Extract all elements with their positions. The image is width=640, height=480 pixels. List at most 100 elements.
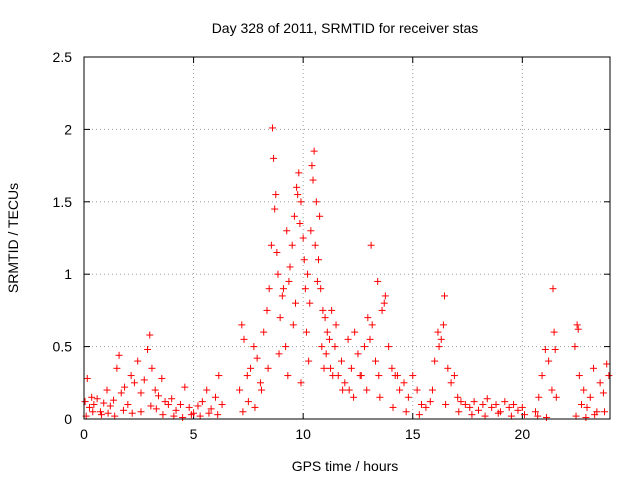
x-tick-label: 20 xyxy=(515,426,531,442)
data-point xyxy=(240,335,248,343)
data-point xyxy=(454,393,462,401)
plot-frame xyxy=(83,56,611,420)
data-point xyxy=(507,412,515,420)
data-point xyxy=(356,372,364,380)
data-point xyxy=(409,372,417,380)
data-point xyxy=(582,414,590,422)
data-point xyxy=(306,299,314,307)
data-point xyxy=(299,234,307,242)
data-point xyxy=(236,386,244,394)
data-point xyxy=(159,411,167,419)
data-point xyxy=(263,306,271,314)
data-point xyxy=(194,402,202,410)
data-point xyxy=(250,343,258,351)
data-point xyxy=(361,343,369,351)
data-point xyxy=(300,256,308,264)
data-point xyxy=(549,285,557,293)
data-point xyxy=(338,357,346,365)
data-point xyxy=(518,403,526,411)
data-point xyxy=(265,285,273,293)
data-point xyxy=(283,227,291,235)
data-point xyxy=(268,124,276,132)
data-point xyxy=(320,364,328,372)
data-point xyxy=(426,398,434,406)
data-point xyxy=(284,372,292,380)
y-tick-label: 1 xyxy=(64,266,72,282)
data-point xyxy=(289,321,297,329)
axis-ticks xyxy=(83,56,610,420)
data-point xyxy=(297,379,305,387)
data-point xyxy=(439,321,447,329)
data-point xyxy=(447,379,455,387)
data-point xyxy=(271,205,279,213)
y-tick-label: 2 xyxy=(64,121,72,137)
data-point xyxy=(400,379,408,387)
data-point xyxy=(422,403,430,411)
data-point xyxy=(378,306,386,314)
data-point xyxy=(270,154,278,162)
data-point xyxy=(376,393,384,401)
data-point xyxy=(415,411,423,419)
data-points xyxy=(81,124,613,422)
data-point xyxy=(339,386,347,394)
data-point xyxy=(501,398,509,406)
data-point xyxy=(450,372,458,380)
data-point xyxy=(89,408,97,416)
data-point xyxy=(572,412,580,420)
data-point xyxy=(128,409,136,417)
data-point xyxy=(461,401,469,409)
data-point xyxy=(282,343,290,351)
data-point xyxy=(278,292,286,300)
x-tick-label: 10 xyxy=(295,426,311,442)
data-point xyxy=(273,248,281,256)
data-point xyxy=(345,386,353,394)
data-point xyxy=(161,398,169,406)
data-point xyxy=(130,379,138,387)
data-point xyxy=(111,412,119,420)
data-point xyxy=(147,402,155,410)
data-point xyxy=(85,403,93,411)
data-point xyxy=(441,292,449,300)
data-point xyxy=(541,345,549,353)
data-point xyxy=(583,403,591,411)
data-point xyxy=(290,212,298,220)
data-point xyxy=(573,321,581,329)
data-point xyxy=(185,403,193,411)
data-point xyxy=(144,345,152,353)
data-point xyxy=(457,398,465,406)
data-point xyxy=(293,183,301,191)
data-point xyxy=(319,306,327,314)
data-point xyxy=(148,364,156,372)
data-point xyxy=(311,241,319,249)
data-point xyxy=(551,345,559,353)
data-point xyxy=(368,321,376,329)
data-point xyxy=(137,389,145,397)
data-point xyxy=(244,398,252,406)
data-point xyxy=(276,314,284,322)
data-point xyxy=(483,395,491,403)
data-point xyxy=(385,343,393,351)
data-point xyxy=(590,364,598,372)
data-point xyxy=(179,414,187,422)
y-tick-label: 2.5 xyxy=(53,49,73,65)
data-point xyxy=(243,372,251,380)
data-point xyxy=(264,364,272,372)
data-point xyxy=(308,162,316,170)
data-point xyxy=(481,412,489,420)
data-point xyxy=(260,328,268,336)
data-point xyxy=(393,372,401,380)
data-point xyxy=(104,409,112,417)
data-point xyxy=(542,414,550,422)
data-point xyxy=(492,401,500,409)
data-point xyxy=(274,270,282,278)
data-point xyxy=(285,277,293,285)
data-point xyxy=(404,393,412,401)
y-tick-label: 0.5 xyxy=(53,339,73,355)
data-point xyxy=(354,350,362,358)
data-point xyxy=(347,364,355,372)
data-point xyxy=(350,393,358,401)
data-point xyxy=(578,401,586,409)
data-point xyxy=(318,343,326,351)
data-point xyxy=(309,176,317,184)
data-point xyxy=(332,321,340,329)
